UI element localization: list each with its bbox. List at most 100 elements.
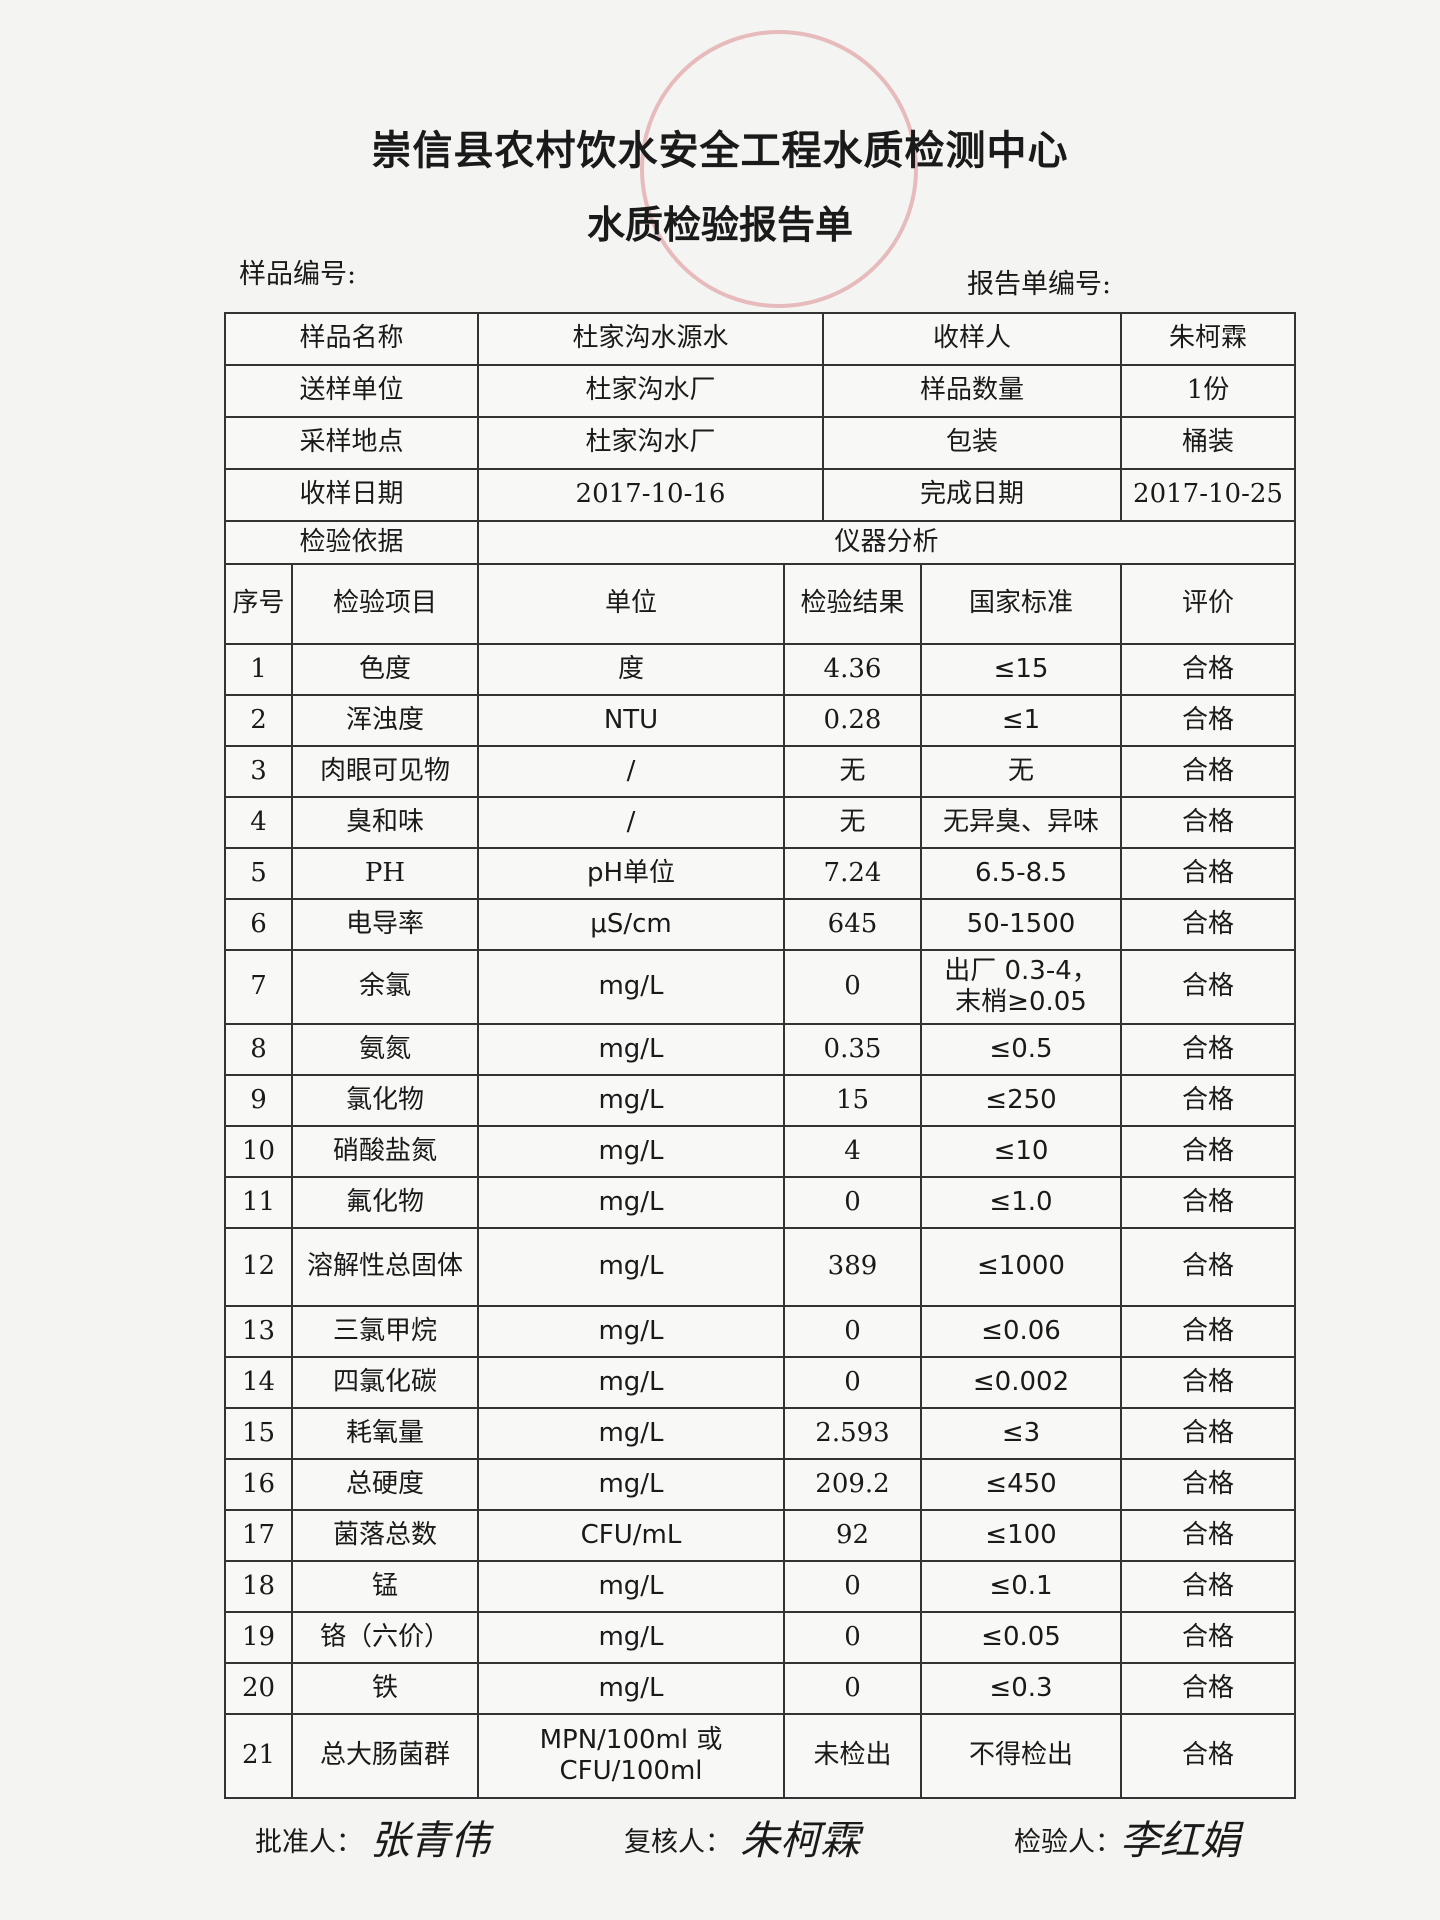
- result: 4: [783, 1125, 922, 1178]
- item: 总大肠菌群: [291, 1713, 479, 1799]
- row-number: 12: [224, 1227, 293, 1307]
- info-label: 送样单位: [224, 364, 479, 418]
- evaluation: 合格: [1120, 1305, 1296, 1358]
- row-number: 10: [224, 1125, 293, 1178]
- row-number: 2: [224, 694, 293, 747]
- result: 0: [783, 1176, 922, 1229]
- row-number: 13: [224, 1305, 293, 1358]
- standard: ≤0.1: [920, 1560, 1122, 1613]
- result: 0: [783, 1560, 922, 1613]
- standard: ≤0.05: [920, 1611, 1122, 1664]
- info-label: 完成日期: [822, 468, 1122, 522]
- data-row: 8 氨氮 mg/L 0.35 ≤0.5 合格: [224, 1023, 1296, 1076]
- info-row: 样品名称 杜家沟水源水 收样人 朱柯霖: [224, 312, 1296, 366]
- result: 4.36: [783, 643, 922, 696]
- row-number: 8: [224, 1023, 293, 1076]
- standard: 无异臭、异味: [920, 796, 1122, 849]
- item: 总硬度: [291, 1458, 479, 1511]
- result: 92: [783, 1509, 922, 1562]
- row-number: 3: [224, 745, 293, 798]
- item: 四氯化碳: [291, 1356, 479, 1409]
- unit: 度: [477, 643, 785, 696]
- unit: /: [477, 796, 785, 849]
- data-row: 10 硝酸盐氮 mg/L 4 ≤10 合格: [224, 1125, 1296, 1178]
- evaluation: 合格: [1120, 949, 1296, 1025]
- standard: ≤0.06: [920, 1305, 1122, 1358]
- standard: ≤3: [920, 1407, 1122, 1460]
- info-label: 包装: [822, 416, 1122, 470]
- row-number: 11: [224, 1176, 293, 1229]
- evaluation: 合格: [1120, 1125, 1296, 1178]
- info-row: 采样地点 杜家沟水厂 包装 桶装: [224, 416, 1296, 470]
- evaluation: 合格: [1120, 694, 1296, 747]
- result: 0: [783, 1662, 922, 1715]
- result: 0: [783, 1611, 922, 1664]
- result: 0: [783, 949, 922, 1025]
- row-number: 7: [224, 949, 293, 1025]
- item: 肉眼可见物: [291, 745, 479, 798]
- item: 铁: [291, 1662, 479, 1715]
- info-label: 收样日期: [224, 468, 479, 522]
- item: 三氯甲烷: [291, 1305, 479, 1358]
- unit: mg/L: [477, 1023, 785, 1076]
- info-value: 朱柯霖: [1120, 312, 1296, 366]
- item: 电导率: [291, 898, 479, 951]
- standard: 不得检出: [920, 1713, 1122, 1799]
- item: 浑浊度: [291, 694, 479, 747]
- result: 0.28: [783, 694, 922, 747]
- data-row: 6 电导率 μS/cm 645 50-1500 合格: [224, 898, 1296, 951]
- evaluation: 合格: [1120, 1560, 1296, 1613]
- evaluation: 合格: [1120, 1509, 1296, 1562]
- item: 锰: [291, 1560, 479, 1613]
- info-value: 2017-10-16: [477, 468, 824, 522]
- stamp: [640, 30, 918, 308]
- row-number: 5: [224, 847, 293, 900]
- unit: mg/L: [477, 1458, 785, 1511]
- info-value: 1份: [1120, 364, 1296, 418]
- info-label: 采样地点: [224, 416, 479, 470]
- standard: 6.5-8.5: [920, 847, 1122, 900]
- approver-signature: 张青伟: [370, 1818, 490, 1864]
- standard: 出厂 0.3-4， 末梢≥0.05: [920, 949, 1122, 1025]
- data-row: 17 菌落总数 CFU/mL 92 ≤100 合格: [224, 1509, 1296, 1562]
- evaluation: 合格: [1120, 1227, 1296, 1307]
- unit: mg/L: [477, 1560, 785, 1613]
- column-header: 国家标准: [920, 563, 1122, 645]
- info-label: 收样人: [822, 312, 1122, 366]
- data-row: 3 肉眼可见物 / 无无合格: [224, 745, 1296, 798]
- info-label: 样品名称: [224, 312, 479, 366]
- unit: mg/L: [477, 949, 785, 1025]
- row-number: 6: [224, 898, 293, 951]
- evaluation: 合格: [1120, 1074, 1296, 1127]
- standard: ≤0.3: [920, 1662, 1122, 1715]
- item: 余氯: [291, 949, 479, 1025]
- data-row: 15 耗氧量 mg/L 2.593 ≤3 合格: [224, 1407, 1296, 1460]
- evaluation: 合格: [1120, 1176, 1296, 1229]
- unit: pH单位: [477, 847, 785, 900]
- sample-no-label: 样品编号:: [239, 259, 357, 290]
- result: 15: [783, 1074, 922, 1127]
- column-header: 评价: [1120, 563, 1296, 645]
- unit: NTU: [477, 694, 785, 747]
- evaluation: 合格: [1120, 745, 1296, 798]
- evaluation: 合格: [1120, 796, 1296, 849]
- data-row: 19 铬（六价） mg/L 0 ≤0.05 合格: [224, 1611, 1296, 1664]
- item: 臭和味: [291, 796, 479, 849]
- result: 7.24: [783, 847, 922, 900]
- column-header: 检验项目: [291, 563, 479, 645]
- evaluation: 合格: [1120, 643, 1296, 696]
- evaluation: 合格: [1120, 1458, 1296, 1511]
- info-value: 杜家沟水厂: [477, 416, 824, 470]
- row-number: 18: [224, 1560, 293, 1613]
- result: 2.593: [783, 1407, 922, 1460]
- data-row: 9 氯化物 mg/L 15 ≤250 合格: [224, 1074, 1296, 1127]
- result: 645: [783, 898, 922, 951]
- standard: ≤250: [920, 1074, 1122, 1127]
- result: 0: [783, 1356, 922, 1409]
- inspector-signature: 李红娟: [1120, 1818, 1240, 1864]
- result-table: 序号 检验项目 单位 检验结果 国家标准 评价 1 色度度 4.36 ≤15 合格 2 浑浊度 NTU 0.…: [224, 563, 1296, 1799]
- data-row: 20 铁 mg/L 0 ≤0.3 合格: [224, 1662, 1296, 1715]
- info-row: 检验依据 仪器分析: [224, 520, 1296, 565]
- evaluation: 合格: [1120, 1713, 1296, 1799]
- standard: ≤1: [920, 694, 1122, 747]
